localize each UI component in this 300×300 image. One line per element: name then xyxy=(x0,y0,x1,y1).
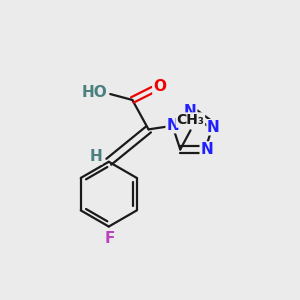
Text: HO: HO xyxy=(82,85,107,100)
Text: N: N xyxy=(200,142,213,157)
Text: O: O xyxy=(153,79,166,94)
Text: N: N xyxy=(184,103,197,118)
Text: N: N xyxy=(207,120,220,135)
Text: F: F xyxy=(105,231,116,246)
Text: N: N xyxy=(166,118,179,133)
Text: H: H xyxy=(89,149,102,164)
Text: CH₃: CH₃ xyxy=(177,113,205,127)
